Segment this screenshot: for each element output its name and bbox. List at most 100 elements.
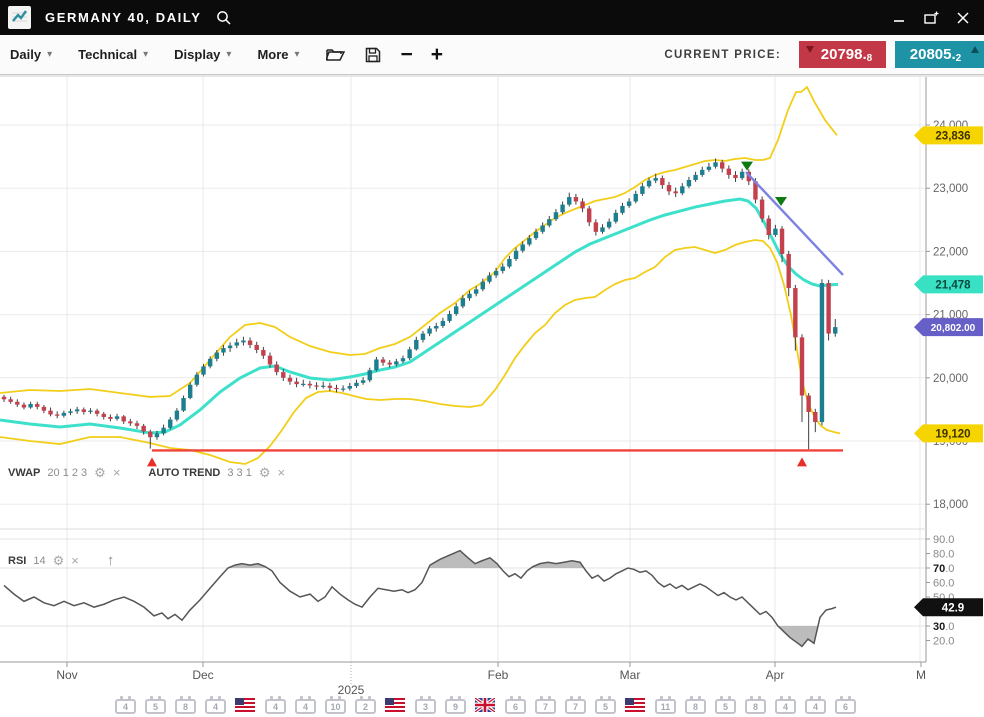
price-axis-label: 18,000 bbox=[933, 499, 968, 511]
calendar-event-icon[interactable]: 5 bbox=[595, 696, 616, 714]
menu-more[interactable]: More ▾ bbox=[257, 47, 299, 62]
calendar-event-icon[interactable]: 4 bbox=[205, 696, 226, 714]
rsi-settings-gear-icon[interactable]: ⚙ bbox=[52, 553, 65, 568]
vwap-indicator-label: VWAP bbox=[8, 466, 41, 479]
month-axis-label: Nov bbox=[56, 668, 77, 682]
menu-technical[interactable]: Technical ▾ bbox=[78, 47, 148, 62]
vwap-indicator-params: 20 1 2 3 bbox=[47, 466, 88, 479]
arrow-down-icon bbox=[806, 46, 814, 53]
search-icon[interactable] bbox=[216, 10, 232, 26]
calendar-event-count: 11 bbox=[660, 701, 671, 712]
calendar-event-count: 4 bbox=[272, 701, 278, 712]
vwap-upper-band-line bbox=[0, 85, 838, 398]
calendar-event-count: 2 bbox=[362, 701, 368, 712]
calendar-event-count: 6 bbox=[842, 701, 848, 712]
zoom-out-button[interactable]: − bbox=[400, 43, 413, 66]
rsi-overbought-fill bbox=[228, 550, 628, 568]
auto-trend-line bbox=[745, 171, 844, 276]
calendar-event-count: 8 bbox=[692, 701, 698, 712]
calendar-event-icon[interactable]: 8 bbox=[685, 696, 706, 714]
calendar-event-icon[interactable]: 11 bbox=[655, 696, 676, 714]
rsi-line bbox=[3, 549, 837, 648]
calendar-event-count: 4 bbox=[122, 701, 128, 712]
chevron-down-icon: ▾ bbox=[226, 49, 232, 60]
indicator-row-rsi: RSI 14 ⚙ × ↑ bbox=[8, 552, 114, 569]
auto-trend-remove-icon[interactable]: × bbox=[277, 465, 286, 480]
calendar-event-count: 4 bbox=[782, 701, 788, 712]
flag-us-icon[interactable] bbox=[235, 698, 255, 713]
calendar-event-icon[interactable]: 6 bbox=[835, 696, 856, 714]
vwap-lower-band-line bbox=[0, 239, 841, 465]
price-axis-label: 22,000 bbox=[933, 246, 968, 258]
vwap-line bbox=[0, 197, 839, 435]
price-tag: 19,120 bbox=[914, 424, 983, 443]
calendar-event-count: 5 bbox=[722, 701, 728, 712]
vwap-remove-icon[interactable]: × bbox=[112, 465, 121, 480]
calendar-event-icon[interactable]: 5 bbox=[145, 696, 166, 714]
calendar-event-count: 6 bbox=[512, 701, 518, 712]
rsi-axis-label: 30.0 bbox=[933, 621, 954, 633]
chevron-down-icon: ▾ bbox=[294, 49, 300, 60]
calendar-event-icon[interactable]: 4 bbox=[115, 696, 136, 714]
rsi-indicator-param: 14 bbox=[33, 554, 46, 567]
current-price-group: CURRENT PRICE: 20798. 8 20805. 2 bbox=[664, 41, 984, 68]
calendar-event-icon[interactable]: 4 bbox=[775, 696, 796, 714]
open-chart-button[interactable] bbox=[325, 47, 345, 62]
buy-price-button[interactable]: 20805. 2 bbox=[895, 41, 984, 68]
ask-price-value: 20805. bbox=[909, 46, 956, 63]
calendar-event-icon[interactable]: 3 bbox=[415, 696, 436, 714]
calendar-event-icon[interactable]: 4 bbox=[295, 696, 316, 714]
menu-daily[interactable]: Daily ▾ bbox=[10, 47, 52, 62]
calendar-event-icon[interactable]: 8 bbox=[175, 696, 196, 714]
minimize-button[interactable] bbox=[888, 8, 910, 28]
calendar-event-icon[interactable]: 9 bbox=[445, 696, 466, 714]
month-axis-label: Dec bbox=[192, 668, 213, 682]
calendar-event-icon[interactable]: 6 bbox=[505, 696, 526, 714]
menu-technical-label: Technical bbox=[78, 47, 138, 62]
calendar-event-icon[interactable]: 4 bbox=[805, 696, 826, 714]
menu-more-label: More bbox=[257, 47, 289, 62]
chevron-down-icon: ▾ bbox=[143, 49, 149, 60]
menu-display[interactable]: Display ▾ bbox=[174, 47, 231, 62]
menu-display-label: Display bbox=[174, 47, 221, 62]
auto-trend-settings-gear-icon[interactable]: ⚙ bbox=[258, 465, 271, 480]
calendar-event-icon[interactable]: 7 bbox=[565, 696, 586, 714]
vwap-settings-gear-icon[interactable]: ⚙ bbox=[94, 465, 106, 480]
price-chart[interactable]: 24,00023,00022,00021,00020,00019,00018,0… bbox=[0, 75, 984, 717]
calendar-event-icon[interactable]: 2 bbox=[355, 696, 376, 714]
arrow-up-icon bbox=[971, 46, 979, 53]
auto-trend-indicator-label: AUTO TREND bbox=[148, 466, 221, 479]
collapse-panel-arrow-icon[interactable]: ↑ bbox=[106, 552, 115, 569]
candlestick-series bbox=[1, 158, 838, 450]
zoom-in-button[interactable]: + bbox=[430, 43, 444, 66]
calendar-event-count: 4 bbox=[212, 701, 218, 712]
rsi-axis-label: 70.0 bbox=[933, 563, 954, 575]
popout-window-button[interactable] bbox=[920, 8, 942, 28]
calendar-event-icon[interactable]: 4 bbox=[265, 696, 286, 714]
price-axis-label: 23,000 bbox=[933, 183, 968, 195]
svg-text:19,120: 19,120 bbox=[935, 428, 970, 440]
window-controls bbox=[888, 8, 984, 28]
calendar-event-icon[interactable]: 5 bbox=[715, 696, 736, 714]
close-button[interactable] bbox=[952, 8, 974, 28]
price-tag: 23,836 bbox=[914, 126, 983, 145]
sell-signal-marker bbox=[775, 197, 787, 207]
calendar-event-count: 9 bbox=[452, 701, 458, 712]
calendar-event-icon[interactable]: 10 bbox=[325, 696, 346, 714]
save-chart-button[interactable] bbox=[365, 47, 381, 63]
rsi-remove-icon[interactable]: × bbox=[71, 553, 79, 568]
ask-price-fraction: 2 bbox=[955, 53, 962, 64]
calendar-event-count: 8 bbox=[182, 701, 188, 712]
rsi-indicator-label: RSI bbox=[8, 554, 27, 567]
folder-open-icon bbox=[325, 49, 345, 61]
calendar-event-icon[interactable]: 7 bbox=[535, 696, 556, 714]
calendar-event-icon[interactable]: 8 bbox=[745, 696, 766, 714]
flag-uk-icon[interactable] bbox=[474, 696, 496, 714]
svg-text:42.9: 42.9 bbox=[942, 602, 964, 614]
calendar-event-count: 7 bbox=[542, 701, 548, 712]
rsi-axis-label: 90.0 bbox=[933, 534, 954, 546]
flag-us-icon[interactable] bbox=[385, 698, 405, 713]
flag-us-icon[interactable] bbox=[625, 698, 645, 713]
sell-price-button[interactable]: 20798. 8 bbox=[799, 41, 886, 68]
